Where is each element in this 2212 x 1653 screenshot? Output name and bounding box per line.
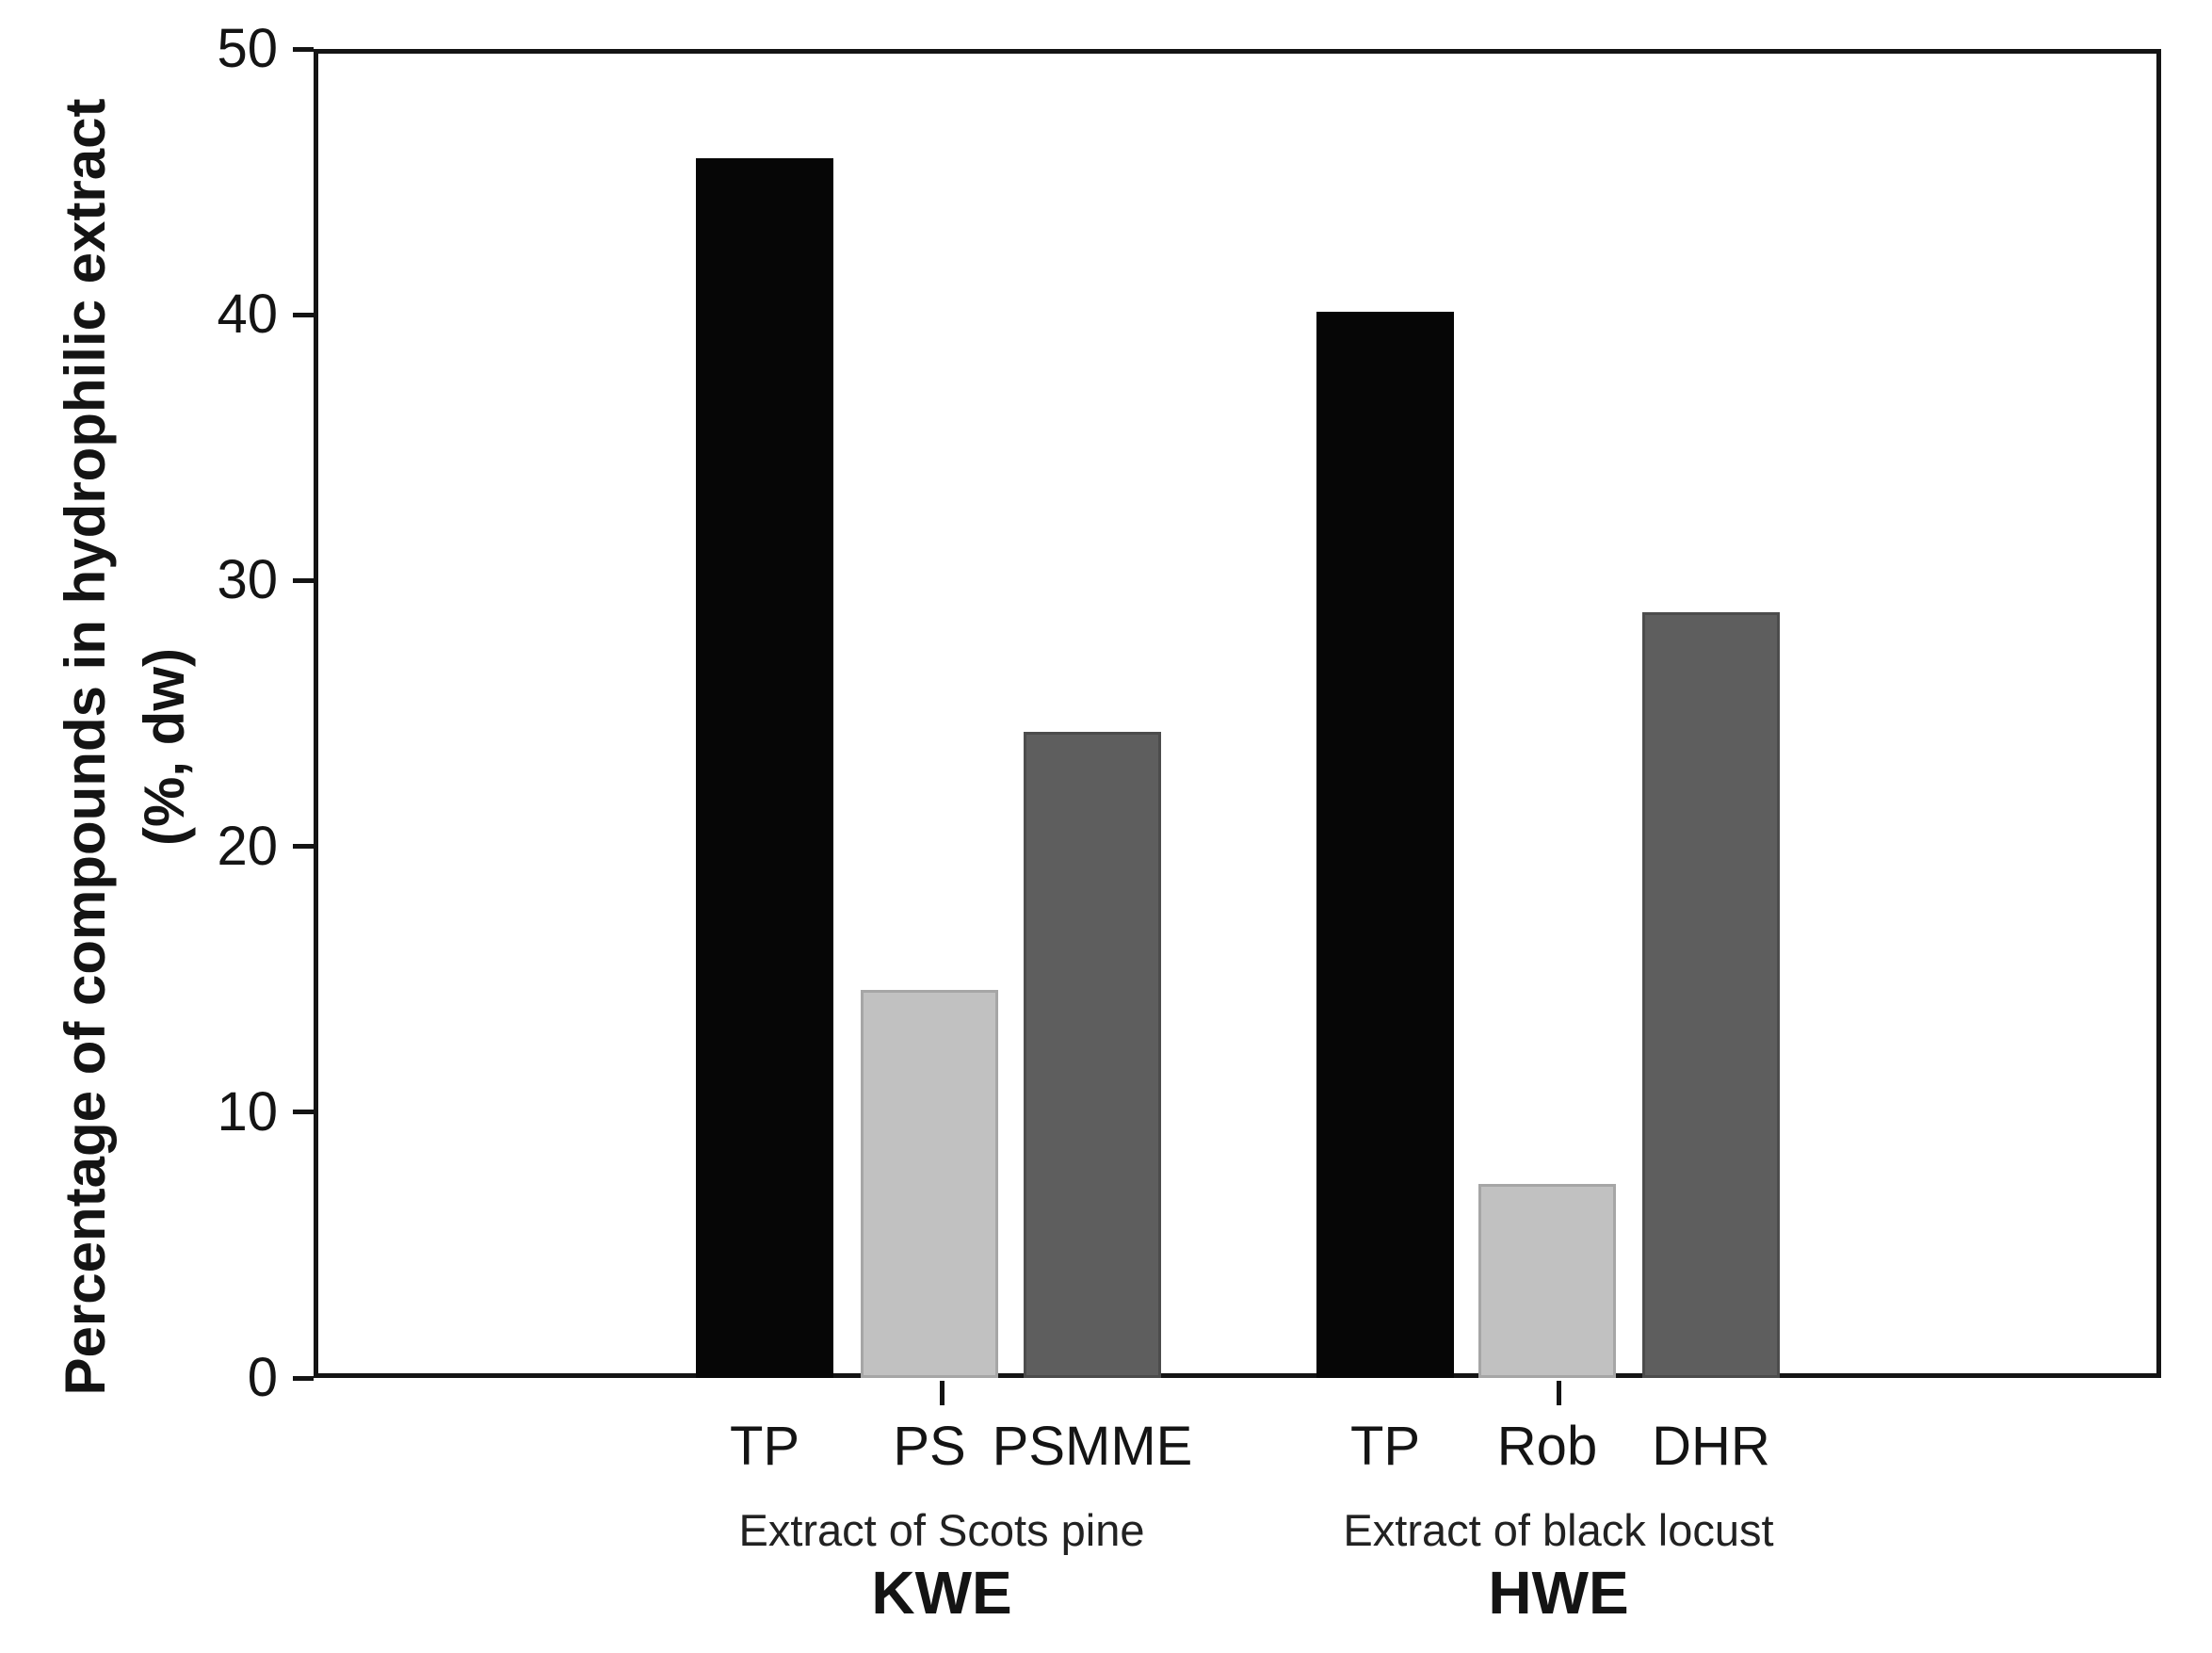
- x-axis-tick-kwe: [939, 1381, 945, 1405]
- x-category-label-hwe-tp: TP: [1349, 1416, 1421, 1477]
- y-axis-tick-label-20: 20: [217, 815, 278, 877]
- y-axis-tick-10: [293, 1110, 314, 1115]
- bar-kwe-psmme: [1024, 732, 1161, 1378]
- y-axis-tick-label-50: 50: [217, 18, 278, 79]
- bar-hwe-tp: [1316, 312, 1454, 1378]
- y-axis-tick-20: [293, 844, 314, 850]
- y-axis-tick-40: [293, 312, 314, 317]
- x-category-label-hwe-dhr: DHR: [1652, 1416, 1770, 1477]
- y-axis-tick-label-30: 30: [217, 549, 278, 611]
- group-sublabel-kwe: Extract of Scots pine: [738, 1505, 1145, 1555]
- group-sublabel-hwe: Extract of black locust: [1343, 1505, 1774, 1555]
- bar-hwe-dhr: [1642, 612, 1780, 1378]
- y-axis-tick-label-40: 40: [217, 284, 278, 346]
- group-name-hwe: HWE: [1488, 1559, 1629, 1627]
- x-category-label-hwe-rob: Rob: [1496, 1416, 1598, 1477]
- y-axis-title-line1: Percentage of compounds in hydrophilic e…: [54, 98, 117, 1396]
- bar-kwe-tp: [696, 157, 833, 1378]
- bar-kwe-ps: [861, 989, 998, 1378]
- y-axis-tick-30: [293, 577, 314, 583]
- x-category-label-kwe-psmme: PSMME: [992, 1416, 1193, 1477]
- y-axis-tick-label-10: 10: [217, 1080, 278, 1143]
- x-category-label-kwe-ps: PS: [893, 1416, 966, 1477]
- y-axis-tick-0: [293, 1375, 314, 1381]
- y-axis-title-line2: (%, dw): [133, 648, 196, 846]
- x-axis-tick-hwe: [1556, 1381, 1561, 1405]
- bar-hwe-rob: [1478, 1183, 1616, 1378]
- y-axis-tick-label-0: 0: [247, 1347, 278, 1408]
- group-name-kwe: KWE: [871, 1559, 1012, 1627]
- x-category-label-kwe-tp: TP: [729, 1416, 800, 1477]
- y-axis-title: Percentage of compounds in hydrophilic e…: [46, 41, 204, 1453]
- y-axis-tick-50: [293, 46, 314, 52]
- plot-area: [314, 49, 2161, 1378]
